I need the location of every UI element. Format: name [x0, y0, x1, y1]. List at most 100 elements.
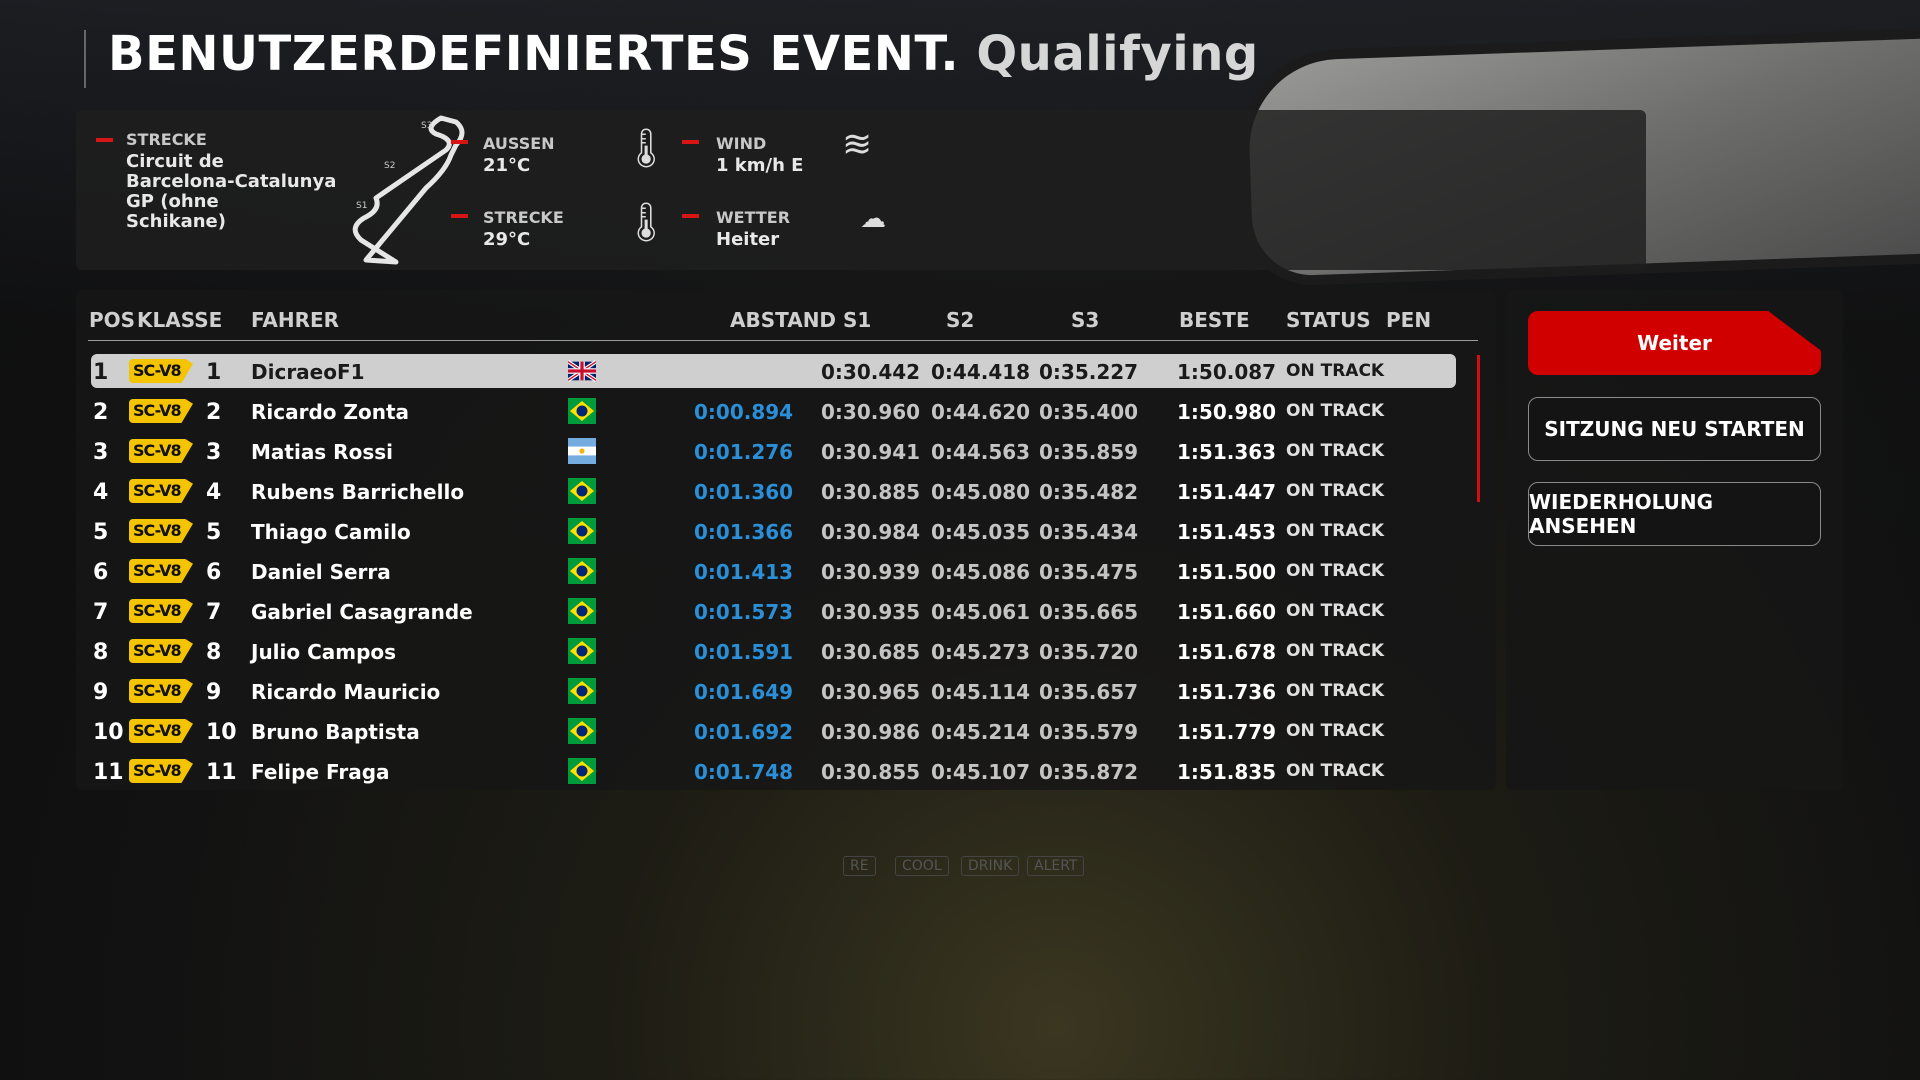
dashboard-label: COOL: [895, 856, 949, 876]
track-map-icon: S1 S2 S3: [352, 115, 465, 265]
table-row[interactable]: 11 SC-V8 11 Felipe Fraga 0:01.748 0:30.8…: [91, 754, 1456, 788]
marker: [451, 140, 468, 144]
sector2-time: 0:44.620: [931, 400, 1031, 424]
sector2-time: 0:45.114: [931, 680, 1031, 704]
header-pen: PEN: [1386, 308, 1432, 332]
track-label: STRECKE: [126, 130, 207, 149]
sector3-time: 0:35.872: [1039, 760, 1139, 784]
sector1-time: 0:30.984: [821, 520, 921, 544]
session-title: Qualifying: [976, 26, 1259, 82]
table-row[interactable]: 3 SC-V8 3 Matias Rossi 0:01.276 0:30.941…: [91, 434, 1456, 468]
track-temp-label: STRECKE: [483, 208, 564, 227]
driver-name: Ricardo Zonta: [251, 400, 410, 424]
sector1-time: 0:30.986: [821, 720, 921, 744]
thermometer-icon: 🌡: [622, 126, 671, 170]
sector2-time: 0:45.273: [931, 640, 1031, 664]
class-badge: SC-V8: [129, 639, 193, 663]
table-row[interactable]: 10 SC-V8 10 Bruno Baptista 0:01.692 0:30…: [91, 714, 1456, 748]
svg-text:S2: S2: [384, 161, 395, 171]
sector2-time: 0:45.107: [931, 760, 1031, 784]
sector2-time: 0:45.086: [931, 560, 1031, 584]
brazil-flag-icon: [568, 758, 596, 784]
brazil-flag-icon: [568, 558, 596, 584]
class-badge: SC-V8: [129, 599, 193, 623]
class-position: 3: [206, 440, 222, 465]
gap-time: 0:01.413: [694, 560, 794, 584]
scrollbar[interactable]: [1477, 355, 1480, 502]
status: ON TRACK: [1286, 521, 1385, 541]
dashboard-label: ALERT: [1027, 856, 1085, 876]
header-s1: S1: [843, 308, 872, 332]
dashboard-label: RE: [843, 856, 876, 876]
best-lap: 1:51.678: [1177, 640, 1277, 664]
best-lap: 1:51.447: [1177, 480, 1277, 504]
table-row[interactable]: 4 SC-V8 4 Rubens Barrichello 0:01.360 0:…: [91, 474, 1456, 508]
status: ON TRACK: [1286, 601, 1385, 621]
best-lap: 1:51.736: [1177, 680, 1277, 704]
uk-flag-icon: [566, 358, 598, 384]
driver-name: Thiago Camilo: [251, 520, 411, 544]
marker: [451, 214, 468, 218]
status: ON TRACK: [1286, 481, 1385, 501]
header-status: STATUS: [1286, 308, 1371, 332]
sector3-time: 0:35.720: [1039, 640, 1139, 664]
actions-panel: Weiter SITZUNG NEU STARTEN WIEDERHOLUNG …: [1506, 290, 1843, 790]
gap-time: 0:01.692: [694, 720, 794, 744]
ambient-temp: 21°C: [483, 155, 531, 176]
status: ON TRACK: [1286, 761, 1385, 781]
sector2-time: 0:45.061: [931, 600, 1031, 624]
gap-time: 0:01.591: [694, 640, 794, 664]
table-row[interactable]: 5 SC-V8 5 Thiago Camilo 0:01.366 0:30.98…: [91, 514, 1456, 548]
restart-session-button[interactable]: SITZUNG NEU STARTEN: [1528, 397, 1821, 461]
position: 6: [93, 560, 109, 585]
header-gap: ABSTAND: [730, 308, 837, 332]
header-best: BESTE: [1179, 308, 1250, 332]
sector2-time: 0:45.035: [931, 520, 1031, 544]
weather-label: WETTER: [716, 208, 791, 227]
position: 9: [93, 680, 109, 705]
continue-button[interactable]: Weiter: [1528, 311, 1821, 375]
position: 10: [93, 720, 124, 745]
position: 8: [93, 640, 109, 665]
sector1-time: 0:30.965: [821, 680, 921, 704]
sector2-time: 0:45.080: [931, 480, 1031, 504]
table-row[interactable]: 6 SC-V8 6 Daniel Serra 0:01.413 0:30.939…: [91, 554, 1456, 588]
class-badge: SC-V8: [129, 399, 193, 423]
brazil-flag-icon: [568, 718, 596, 744]
class-position: 5: [206, 520, 222, 545]
class-position: 6: [206, 560, 222, 585]
results-table: POS KLASSE FAHRER ABSTAND S1 S2 S3 BESTE…: [76, 290, 1496, 790]
sector1-time: 0:30.885: [821, 480, 921, 504]
position: 3: [93, 440, 109, 465]
sector3-time: 0:35.434: [1039, 520, 1139, 544]
sector3-time: 0:35.665: [1039, 600, 1139, 624]
weather-value: Heiter: [716, 229, 780, 250]
table-row[interactable]: 8 SC-V8 8 Julio Campos 0:01.591 0:30.685…: [91, 634, 1456, 668]
table-row[interactable]: 1 SC-V8 1 DicraeoF1 0:30.442 0:44.418 0:…: [91, 354, 1456, 388]
class-badge: SC-V8: [129, 679, 193, 703]
class-badge: SC-V8: [129, 719, 193, 743]
table-row[interactable]: 9 SC-V8 9 Ricardo Mauricio 0:01.649 0:30…: [91, 674, 1456, 708]
class-position: 9: [206, 680, 222, 705]
gap-time: 0:01.649: [694, 680, 794, 704]
sector1-time: 0:30.939: [821, 560, 921, 584]
header-s2: S2: [946, 308, 975, 332]
status: ON TRACK: [1286, 721, 1385, 741]
sector3-time: 0:35.657: [1039, 680, 1139, 704]
event-title: BENUTZERDEFINIERTES EVENT.: [108, 26, 960, 82]
brazil-flag-icon: [568, 598, 596, 624]
status: ON TRACK: [1286, 641, 1385, 661]
class-position: 11: [206, 760, 237, 785]
driver-name: Matias Rossi: [251, 440, 393, 464]
cloud-icon: ☁: [860, 204, 886, 234]
driver-name: Gabriel Casagrande: [251, 600, 473, 624]
watch-replay-button[interactable]: WIEDERHOLUNG ANSEHEN: [1528, 482, 1821, 546]
table-row[interactable]: 2 SC-V8 2 Ricardo Zonta 0:00.894 0:30.96…: [91, 394, 1456, 428]
driver-name: Julio Campos: [251, 640, 397, 664]
driver-name: Felipe Fraga: [251, 760, 390, 784]
position: 4: [93, 480, 109, 505]
best-lap: 1:51.779: [1177, 720, 1277, 744]
sector2-time: 0:45.214: [931, 720, 1031, 744]
driver-name: DicraeoF1: [251, 360, 365, 384]
table-row[interactable]: 7 SC-V8 7 Gabriel Casagrande 0:01.573 0:…: [91, 594, 1456, 628]
